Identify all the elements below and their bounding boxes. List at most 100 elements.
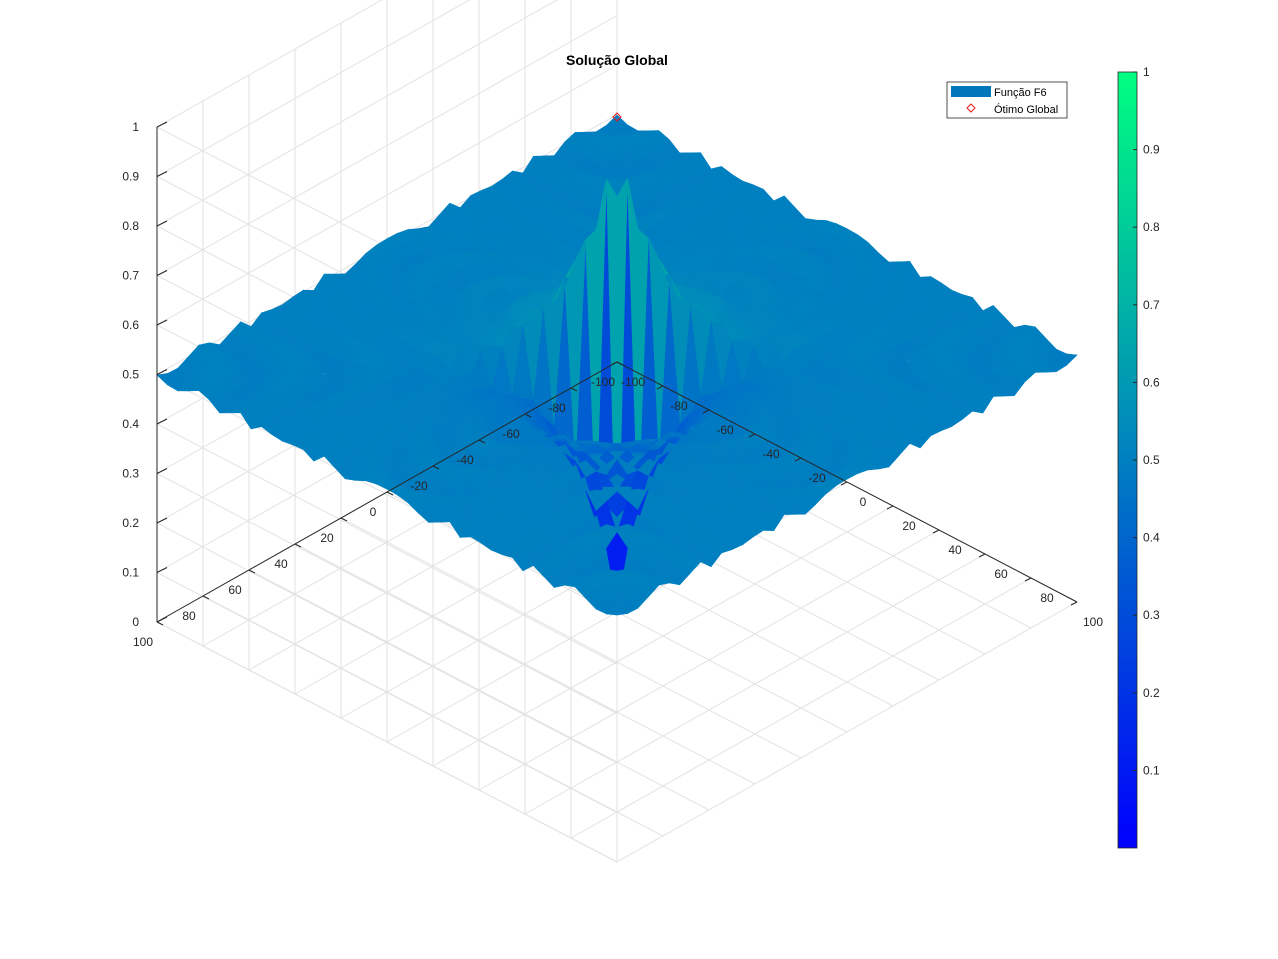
y-tick [794,457,802,462]
z-tick [156,468,168,474]
legend-label-surface: Função F6 [994,87,1047,99]
z-tick [156,270,168,276]
z-tick [156,418,168,425]
surface-patch [313,363,336,375]
x-tick [524,413,532,418]
surface-patch [177,381,200,392]
y-tick [886,505,894,510]
z-tick [156,616,168,623]
grid-line-y-floor [524,553,986,815]
x-tick [340,517,348,522]
chart-title: Solução Global [566,52,668,68]
y-tick [932,529,940,534]
y-tick [1070,601,1078,606]
grid-line-y-floor [570,577,1032,839]
x-tick-label: 20 [320,531,334,545]
y-tick-label: -20 [808,471,826,485]
y-tick [748,433,756,438]
x-tick [570,387,578,392]
z-tick [156,567,168,573]
y-tick-label: -60 [716,423,734,437]
x-tick-label: -100 [591,375,615,389]
x-tick [202,595,210,600]
colorbar-tick-label: 0.4 [1143,531,1160,545]
colorbar-tick-label: 0.1 [1143,763,1160,777]
y-tick-label: 100 [1083,615,1103,629]
z-tick-label: 1 [132,120,139,134]
colorbar-tick-label: 0.6 [1143,375,1160,389]
x-tick-label: 60 [228,583,242,597]
global-optimum-marker-layer [612,112,622,122]
x-tick [432,465,440,470]
z-tick-label: 0.3 [122,467,139,481]
colorbar-tick-label: 0.7 [1143,298,1160,312]
surface-patch [605,608,629,616]
y-tick [1024,577,1032,582]
x-tick [156,621,164,626]
z-tick-label: 0.2 [122,516,139,530]
surface-patch [909,435,932,449]
y-tick-label: 20 [902,519,916,533]
y-tick [610,361,618,366]
surface-mesh [156,114,1078,616]
surface-patch [898,351,921,362]
y-tick-label: 60 [994,567,1008,581]
legend-swatch-marker [966,103,976,113]
colorbar-tick-label: 0.5 [1143,453,1160,467]
x-tick [478,439,486,444]
colorbar-tick-label: 0.8 [1143,220,1160,234]
global-optimum-marker [612,112,622,122]
z-tick-label: 0.6 [122,318,139,332]
y-tick-label: 80 [1040,591,1054,605]
z-tick-label: 0.1 [122,566,139,580]
z-tick-label: 0.9 [122,170,139,184]
y-tick-label: 40 [948,543,962,557]
x-tick-label: 100 [133,635,153,649]
z-tick-label: 0 [132,615,139,629]
x-tick-label: 40 [274,557,288,571]
y-tick-label: -80 [670,399,688,413]
surface-patch [344,467,367,481]
y-tick-label: -100 [621,375,645,389]
x-tick-label: -20 [410,479,428,493]
z-tick [156,171,168,177]
y-tick-label: 0 [860,495,867,509]
colorbar-tick-label: 0.3 [1143,608,1160,622]
legend-swatch-surface [951,86,991,97]
colorbar-tick-label: 0.9 [1143,143,1160,157]
x-tick-label: 0 [370,505,377,519]
grid-line-y-floor [616,601,1078,863]
z-tick-label: 0.4 [122,417,139,431]
grid-line-y-floor [432,505,894,767]
z-tick [156,121,168,128]
z-tick [156,369,168,375]
x-tick-label: 80 [182,609,196,623]
surface-patch [302,448,325,462]
legend[interactable]: Função F6 Ótimo Global [946,81,1068,119]
legend-label-marker: Ótimo Global [994,103,1058,116]
x-tick-label: -80 [548,401,566,415]
grid-line-y-floor [478,529,940,791]
y-tick [978,553,986,558]
z-tick-label: 0.7 [122,269,139,283]
colorbar: 0.1 0.2 0.3 0.4 0.5 0.6 0.7 0.8 0.9 1 [1117,65,1160,849]
y-tick-label: -40 [762,447,780,461]
z-tick-label: 0.5 [122,368,139,382]
colorbar-tick-label: 1 [1143,65,1150,79]
z-tick [156,319,168,326]
x-tick [616,361,624,366]
y-tick [840,481,848,486]
y-tick [656,385,664,390]
z-tick [156,517,168,524]
axes: 0 0.1 0.2 0.3 0.4 0.5 0.6 0.7 0.8 0.9 1 -100 -80 -60 -… [122,120,1103,649]
x-tick [294,543,302,548]
y-tick [702,409,710,414]
z-tick [156,220,168,227]
z-tick-label: 0.8 [122,219,139,233]
x-tick [386,491,394,496]
colorbar-tick-label: 0.2 [1143,686,1160,700]
surface-patch [606,532,628,607]
x-tick-label: -60 [502,427,520,441]
